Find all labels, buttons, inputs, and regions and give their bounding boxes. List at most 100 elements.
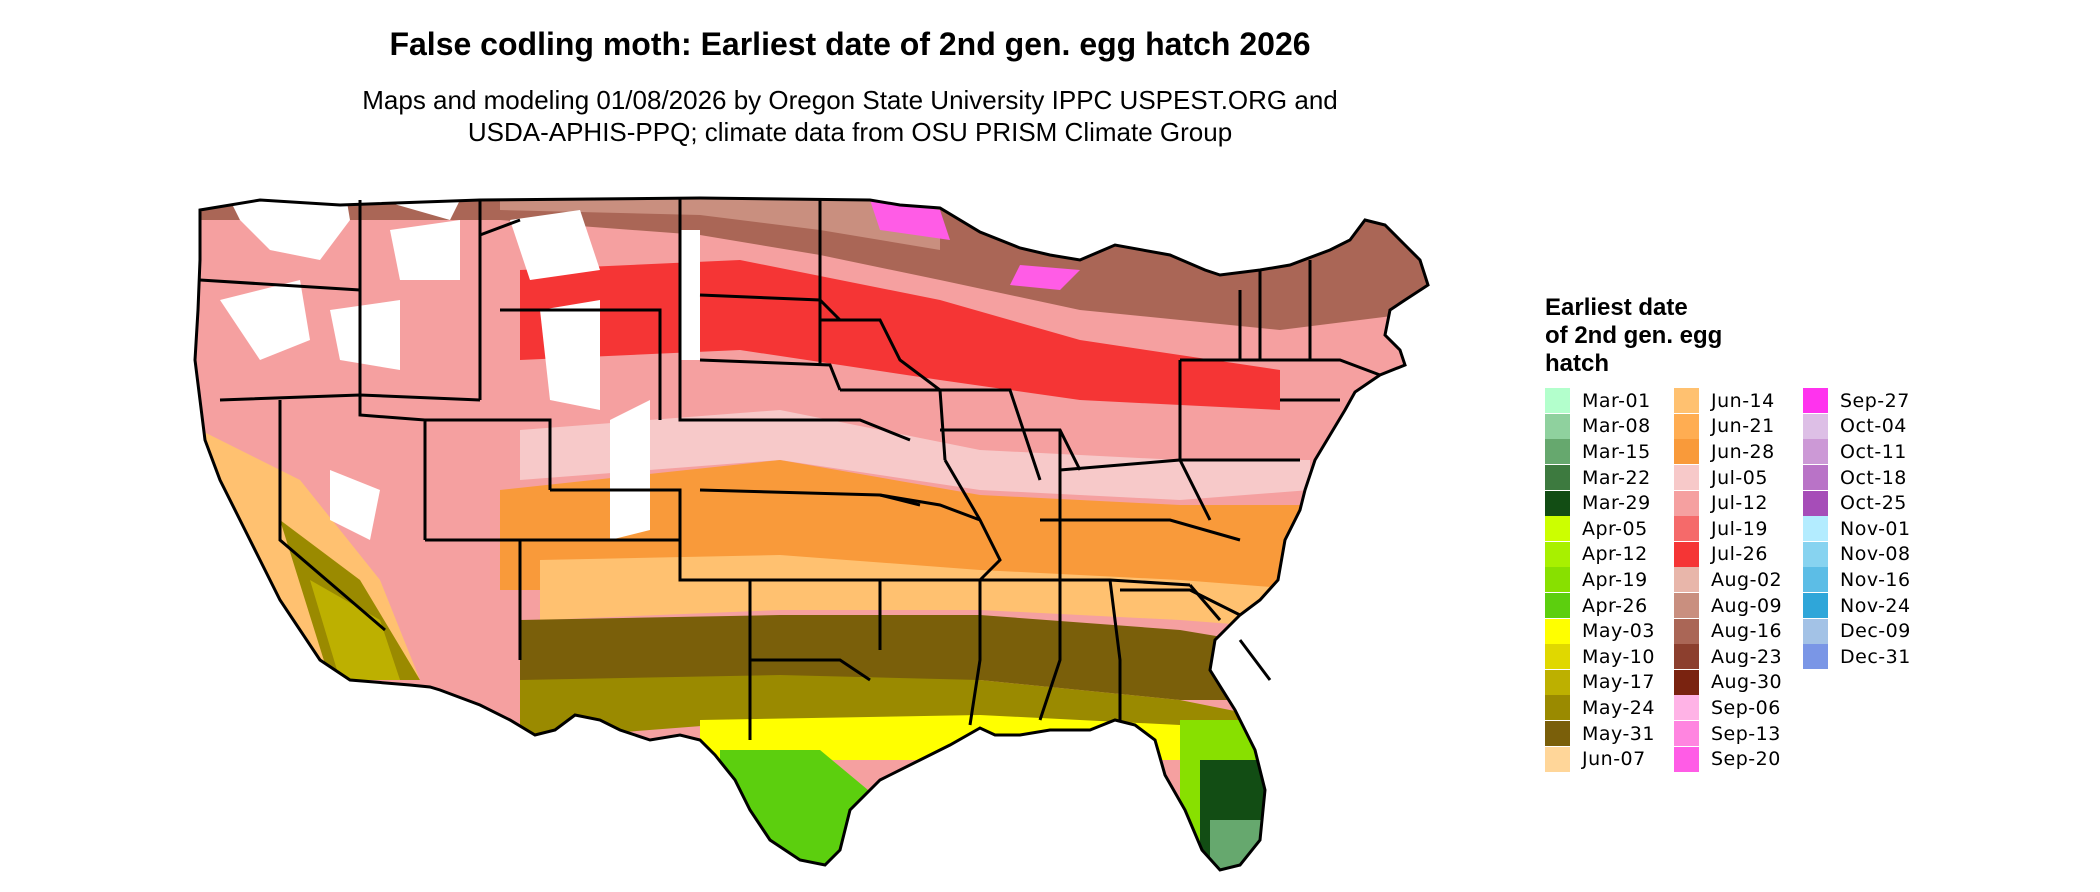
legend-label: Aug-02 — [1711, 568, 1783, 591]
legend-item: Aug-09 — [1674, 593, 1803, 619]
legend-label: May-31 — [1582, 722, 1655, 745]
legend-swatch — [1674, 721, 1699, 747]
legend-item: Sep-13 — [1674, 721, 1803, 747]
legend-label: Oct-11 — [1840, 440, 1907, 463]
subtitle-line-1: Maps and modeling 01/08/2026 by Oregon S… — [362, 85, 1338, 115]
legend-swatch — [1545, 413, 1570, 439]
legend-column: Mar-01 Mar-08 Mar-15 Mar-22 Mar-29 Apr-05 Apr-… — [1545, 388, 1674, 772]
legend-swatch — [1545, 541, 1570, 567]
legend-swatch — [1803, 644, 1828, 670]
legend-label: Jul-19 — [1711, 517, 1768, 540]
legend-swatch — [1545, 439, 1570, 465]
legend-label: May-03 — [1582, 620, 1655, 643]
legend-item: May-31 — [1545, 721, 1674, 747]
legend-item: Oct-04 — [1803, 413, 1932, 440]
legend-label: Dec-09 — [1840, 620, 1911, 643]
legend-swatch — [1803, 439, 1828, 465]
legend-swatch — [1674, 516, 1699, 542]
legend-item: Jun-21 — [1674, 413, 1803, 440]
legend-item: Sep-20 — [1674, 746, 1803, 772]
legend-swatch — [1674, 388, 1699, 414]
legend-swatch — [1674, 669, 1699, 695]
legend-item: Sep-06 — [1674, 695, 1803, 721]
legend-swatch — [1803, 465, 1828, 491]
legend-label: Aug-30 — [1711, 671, 1783, 694]
legend-swatch — [1545, 490, 1570, 516]
legend-swatch — [1674, 465, 1699, 491]
map-subtitle: Maps and modeling 01/08/2026 by Oregon S… — [0, 84, 1700, 148]
us-map — [193, 196, 1430, 872]
legend-label: Nov-01 — [1840, 517, 1911, 540]
legend-label: Aug-09 — [1711, 594, 1783, 617]
legend-item: Mar-15 — [1545, 439, 1674, 465]
legend-item: Mar-08 — [1545, 413, 1674, 440]
legend-swatch — [1674, 695, 1699, 721]
legend-swatch — [1545, 644, 1570, 670]
legend-swatch — [1674, 567, 1699, 593]
legend-item: May-10 — [1545, 644, 1674, 670]
legend-title-line-2: of 2nd gen. egg — [1545, 322, 1723, 349]
legend-swatch — [1545, 516, 1570, 542]
legend-label: Sep-20 — [1711, 748, 1781, 771]
legend-label: Jul-26 — [1711, 543, 1768, 566]
legend-item: Dec-31 — [1803, 644, 1932, 670]
legend-item: Mar-01 — [1545, 388, 1674, 414]
legend-label: May-24 — [1582, 696, 1655, 719]
legend-swatch — [1674, 746, 1699, 772]
legend-item: Apr-05 — [1545, 516, 1674, 542]
legend-label: May-10 — [1582, 645, 1655, 668]
legend-swatch — [1545, 618, 1570, 644]
legend-label: Apr-19 — [1582, 568, 1648, 591]
legend-swatch — [1674, 618, 1699, 644]
legend-item: Oct-25 — [1803, 490, 1932, 516]
legend-column: Jun-14 Jun-21 Jun-28 Jul-05 Jul-12 Jul-19 Jul-… — [1674, 388, 1803, 772]
legend-title-line-1: Earliest date — [1545, 294, 1688, 321]
legend-label: Dec-31 — [1840, 645, 1911, 668]
legend-title: Earliest date of 2nd gen. egg hatch — [1545, 294, 1722, 378]
legend-item: Aug-23 — [1674, 644, 1803, 670]
legend-label: Jun-14 — [1711, 389, 1775, 412]
legend-label: Jun-07 — [1582, 748, 1646, 771]
legend-column: Sep-27 Oct-04 Oct-11 Oct-18 Oct-25 Nov-01 Nov-… — [1803, 388, 1932, 772]
legend-label: Jul-05 — [1711, 466, 1768, 489]
legend-item: Jul-05 — [1674, 465, 1803, 491]
legend-label: Jun-21 — [1711, 415, 1775, 438]
legend-swatch — [1545, 465, 1570, 491]
legend-swatch — [1674, 413, 1699, 439]
legend: Mar-01 Mar-08 Mar-15 Mar-22 Mar-29 Apr-05 Apr-… — [1545, 388, 1932, 772]
legend-swatch — [1803, 567, 1828, 593]
legend-label: Aug-23 — [1711, 645, 1783, 668]
legend-label: Oct-18 — [1840, 466, 1907, 489]
legend-label: Mar-08 — [1582, 415, 1651, 438]
legend-item: Jul-26 — [1674, 541, 1803, 568]
legend-item: Sep-27 — [1803, 388, 1932, 414]
legend-swatch — [1545, 388, 1570, 414]
legend-item: Apr-19 — [1545, 567, 1674, 593]
legend-item: May-17 — [1545, 669, 1674, 696]
legend-item: Dec-09 — [1803, 618, 1932, 644]
legend-item: Apr-26 — [1545, 593, 1674, 619]
legend-item: Aug-02 — [1674, 567, 1803, 593]
legend-label: Apr-26 — [1582, 594, 1648, 617]
legend-item: Mar-29 — [1545, 490, 1674, 516]
legend-item: Nov-08 — [1803, 541, 1932, 568]
legend-label: Apr-12 — [1582, 543, 1648, 566]
legend-item: Aug-30 — [1674, 669, 1803, 696]
legend-item: Nov-24 — [1803, 593, 1932, 619]
legend-swatch — [1545, 695, 1570, 721]
legend-label: Sep-13 — [1711, 722, 1781, 745]
legend-label: Sep-27 — [1840, 389, 1910, 412]
legend-swatch — [1803, 593, 1828, 619]
legend-item: Aug-16 — [1674, 618, 1803, 644]
legend-item: Mar-22 — [1545, 465, 1674, 491]
legend-item: Jun-07 — [1545, 746, 1674, 772]
legend-label: Nov-08 — [1840, 543, 1911, 566]
legend-item: May-24 — [1545, 695, 1674, 721]
legend-label: Mar-15 — [1582, 440, 1651, 463]
legend-swatch — [1803, 413, 1828, 439]
legend-swatch — [1674, 644, 1699, 670]
legend-item: Nov-16 — [1803, 567, 1932, 593]
legend-label: Sep-06 — [1711, 696, 1781, 719]
legend-label: Jul-12 — [1711, 492, 1768, 515]
legend-item: May-03 — [1545, 618, 1674, 644]
